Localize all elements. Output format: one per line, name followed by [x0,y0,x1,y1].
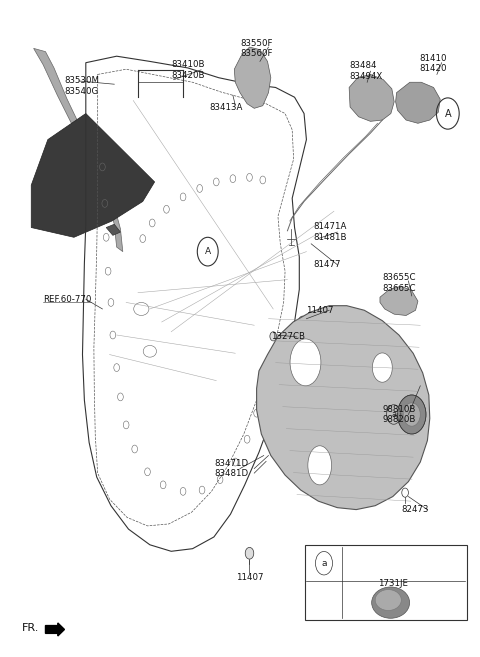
Text: 83413A: 83413A [209,102,242,112]
Polygon shape [349,74,394,122]
Text: A: A [204,247,211,256]
Text: a: a [321,558,327,568]
Circle shape [397,395,426,434]
Text: 82473: 82473 [401,505,429,514]
Text: 11407: 11407 [236,573,263,582]
Polygon shape [380,286,418,315]
Text: REF.60-770: REF.60-770 [43,295,92,304]
Ellipse shape [290,339,321,386]
Text: 98810B
98820B: 98810B 98820B [383,405,416,424]
Circle shape [270,332,276,341]
Text: 1731JE: 1731JE [378,579,408,589]
FancyArrow shape [46,623,64,636]
Circle shape [299,316,307,328]
Text: 83471D
83481D: 83471D 83481D [214,459,248,478]
Text: 81471A
81481B: 81471A 81481B [313,222,347,242]
Ellipse shape [372,353,392,382]
Polygon shape [34,49,123,252]
Text: a: a [391,410,396,419]
Text: 83655C
83665C: 83655C 83665C [383,273,416,292]
Text: 83484
83494X: 83484 83494X [349,62,383,81]
Text: 83530M
83540G: 83530M 83540G [64,76,99,96]
Polygon shape [31,114,155,237]
Text: 11407: 11407 [306,306,334,315]
Text: 1327CB: 1327CB [271,332,305,342]
Ellipse shape [372,587,409,618]
Text: 83410B
83420B: 83410B 83420B [171,60,204,79]
Polygon shape [106,224,120,235]
Ellipse shape [375,589,401,610]
Circle shape [403,403,420,426]
Polygon shape [234,47,271,108]
Text: 81477: 81477 [313,260,341,269]
Circle shape [245,547,254,559]
Ellipse shape [308,445,332,485]
Circle shape [402,488,408,497]
Polygon shape [396,82,440,124]
Text: 83550F
83560F: 83550F 83560F [240,39,273,58]
Text: A: A [444,108,451,118]
Text: 81410
81420: 81410 81420 [420,54,447,73]
Text: FR.: FR. [22,623,39,633]
FancyBboxPatch shape [305,545,467,620]
Polygon shape [257,306,430,510]
